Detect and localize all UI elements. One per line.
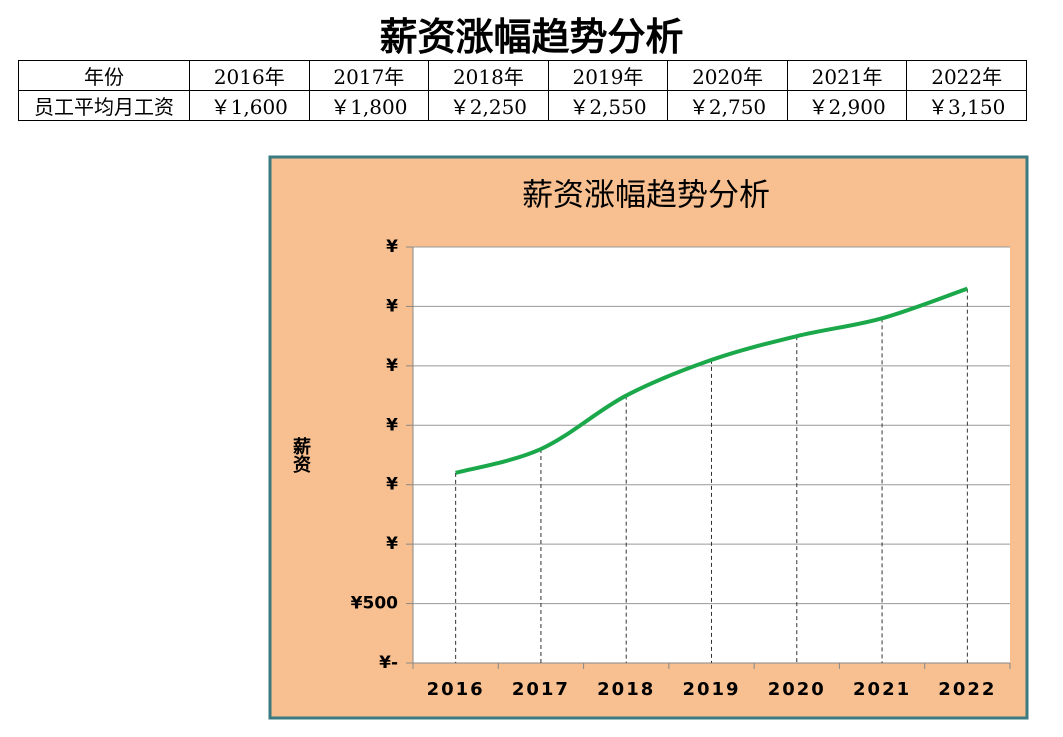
y-tick-label: ¥ (386, 415, 398, 435)
table-cell: 员工平均月工资 (18, 90, 190, 121)
table-cell: 2019年 (547, 60, 669, 91)
data-table: 年份 2016年 2017年 2018年 2019年 2020年 2021年 2022年 员工平… (18, 60, 1027, 121)
table-cell: 2018年 (428, 60, 549, 91)
table-cell: 年份 (18, 60, 190, 91)
data-line (455, 286, 969, 475)
y-tick-label: ¥ (386, 475, 398, 495)
y-tick-label: ¥ (386, 237, 398, 257)
y-tick-label: ¥ (386, 534, 398, 554)
x-tick-label: 2018 (597, 679, 655, 700)
table-cell: 2022年 (906, 60, 1027, 91)
y-axis-title: 薪资 (290, 436, 311, 474)
table-cell: ￥2,900 (786, 90, 908, 121)
x-tick-label: 2019 (682, 679, 740, 700)
x-tick-label: 2020 (768, 679, 826, 700)
table-cell: 2021年 (786, 60, 908, 91)
y-tick-label: ¥ (386, 296, 398, 316)
table-row: 年份 2016年 2017年 2018年 2019年 2020年 2021年 2022年 (18, 60, 1027, 91)
x-tick-label: 2017 (512, 679, 570, 700)
x-tick-label: 2022 (938, 679, 996, 700)
y-tick-label: ¥500 (351, 594, 398, 614)
table-cell: ￥1,600 (189, 90, 310, 121)
table-row: 员工平均月工资 ￥1,600 ￥1,800 ￥2,250 ￥2,550 ￥2,750 ￥2,… (18, 90, 1027, 121)
y-tick-label: ¥- (379, 653, 398, 673)
x-tick-label: 2021 (853, 679, 911, 700)
chart-title: 薪资涨幅趋势分析 (522, 178, 770, 214)
table-cell: ￥2,550 (547, 90, 669, 121)
y-tick-label: ¥ (386, 356, 398, 376)
page-title: 薪资涨幅趋势分析 (379, 15, 684, 59)
table-cell: ￥2,750 (667, 90, 788, 121)
table-cell: ￥1,800 (308, 90, 430, 121)
x-tick-label: 2016 (427, 679, 485, 700)
table-cell: ￥3,150 (906, 90, 1027, 121)
table-cell: 2020年 (667, 60, 788, 91)
table-cell: 2017年 (308, 60, 430, 91)
